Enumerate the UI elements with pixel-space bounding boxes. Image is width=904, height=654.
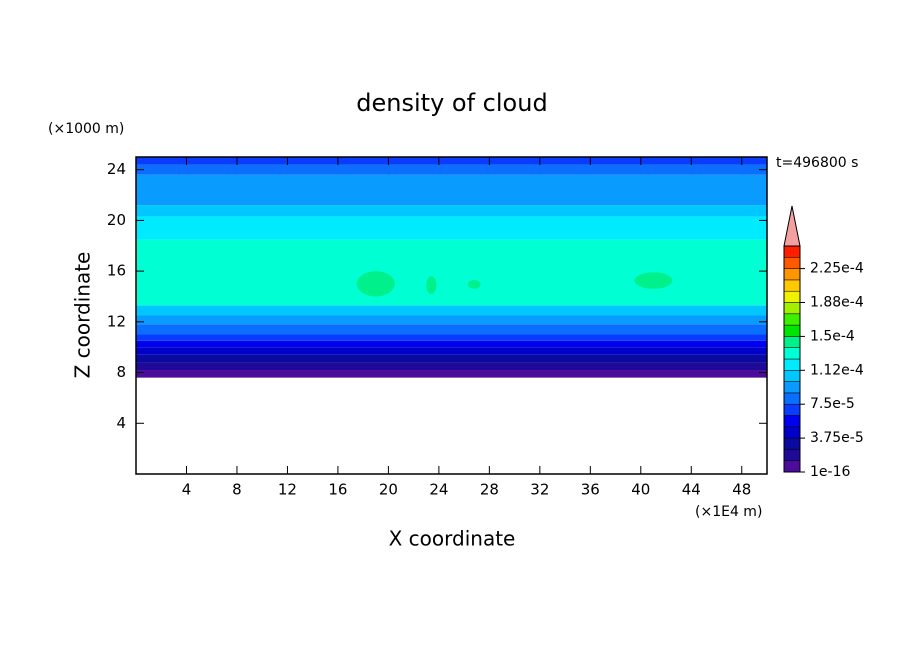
colorbar-swatch (783, 257, 801, 269)
contour-band (136, 370, 767, 378)
contour-band (136, 157, 767, 165)
contour-band (136, 174, 767, 206)
colorbar-swatch (783, 336, 801, 348)
colorbar-over (783, 205, 801, 247)
x-tick-label: 4 (182, 481, 192, 499)
colorbar-frame (783, 245, 801, 473)
contour-band (136, 164, 767, 175)
colorbar-swatch (783, 290, 801, 303)
colorbar-swatch (783, 370, 801, 382)
colorbar-swatch (783, 347, 801, 360)
colorbar-tick-label: 1e-16 (810, 464, 850, 480)
colorbar-swatch (783, 426, 801, 439)
colorbar-swatch (783, 449, 801, 461)
y-unit: (×1000 m) (48, 121, 124, 137)
contour-band (136, 205, 767, 217)
x-tick-label: 32 (530, 481, 549, 499)
y-tick-label: 24 (107, 160, 126, 178)
y-axis-label: Z coordinate (71, 252, 95, 379)
contour-patch (467, 279, 481, 289)
x-tick-label: 24 (429, 481, 448, 499)
colorbar-swatch (783, 415, 801, 428)
x-axis-label: X coordinate (389, 527, 516, 551)
x-tick-label: 36 (581, 481, 600, 499)
contour-patch (426, 276, 437, 294)
colorbar-tick-label: 2.25e-4 (810, 261, 864, 277)
colorbar-swatch (783, 392, 801, 405)
contour-band (136, 354, 767, 363)
colorbar-tick-label: 1.88e-4 (810, 295, 864, 311)
colorbar-swatch (783, 302, 801, 315)
colorbar-swatch (783, 268, 801, 281)
y-tick-label: 16 (107, 262, 126, 280)
colorbar-swatch (783, 437, 801, 450)
contour-band (136, 216, 767, 240)
colorbar-tick-label: 7.5e-5 (810, 396, 855, 412)
colorbar-swatch (783, 245, 801, 258)
x-tick-label: 44 (682, 481, 701, 499)
x-tick-label: 48 (732, 481, 751, 499)
y-tick-label: 20 (107, 211, 126, 229)
colorbar-tick-label: 1.5e-4 (810, 328, 855, 344)
colorbar-swatch (783, 460, 801, 473)
contour-band (136, 340, 767, 348)
contour-band (136, 362, 767, 371)
x-unit: (×1E4 m) (695, 504, 762, 520)
contour-band (136, 334, 767, 341)
x-tick-label: 40 (631, 481, 650, 499)
x-tick-label: 28 (480, 481, 499, 499)
contour-band (136, 315, 767, 325)
colorbar-tick-label: 1.12e-4 (810, 362, 864, 378)
y-tick-label: 4 (116, 414, 126, 432)
contour-band (136, 239, 767, 306)
plot-frame (135, 156, 768, 475)
y-tick-label: 12 (107, 312, 126, 330)
contour-band (136, 305, 767, 316)
colorbar-swatch (783, 381, 801, 394)
x-tick-label: 16 (328, 481, 347, 499)
contour-band (136, 324, 767, 335)
x-tick-label: 12 (278, 481, 297, 499)
chart-title: density of cloud (356, 89, 547, 117)
x-tick-label: 8 (232, 481, 242, 499)
colorbar-swatch (783, 279, 801, 292)
annotation: t=496800 s (776, 155, 858, 171)
y-tick-label: 8 (116, 363, 126, 381)
contour-patch (634, 272, 673, 289)
colorbar-swatch (783, 313, 801, 326)
colorbar-tick-label: 3.75e-5 (810, 430, 864, 446)
contour-band (136, 347, 767, 355)
contour-patch (356, 271, 395, 297)
x-tick-label: 20 (379, 481, 398, 499)
colorbar-swatch (783, 324, 801, 337)
colorbar-swatch (783, 358, 801, 371)
colorbar-swatch (783, 403, 801, 416)
